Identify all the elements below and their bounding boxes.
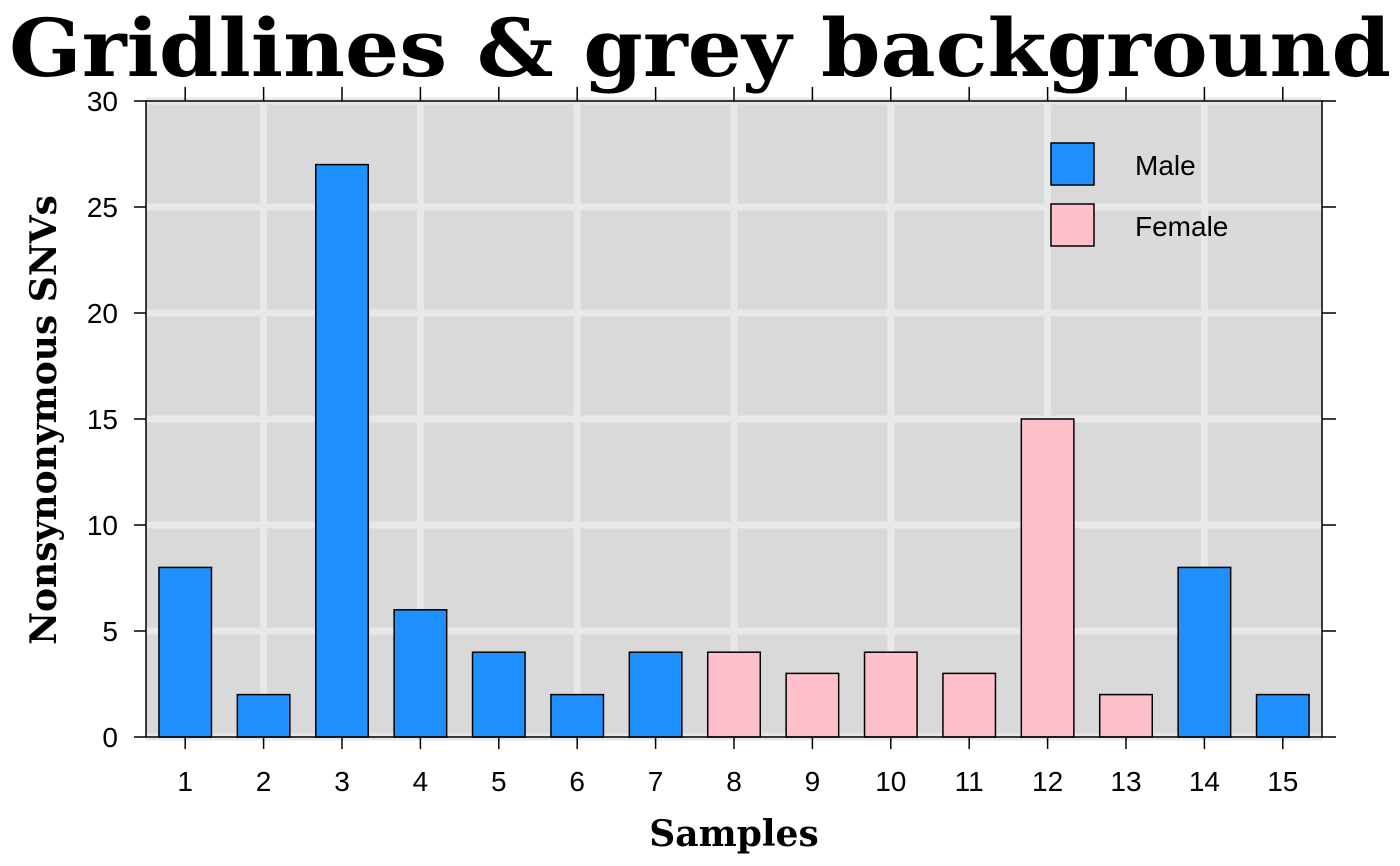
- bar-sample-12: [1020, 418, 1075, 738]
- bar-sample-14: [1177, 566, 1232, 738]
- y-tick-label: 20: [87, 298, 118, 329]
- bar-sample-13: [1098, 693, 1154, 738]
- bar-sample-1: [158, 566, 213, 738]
- x-tick-label: 14: [1189, 766, 1220, 797]
- bar-sample-3: [314, 163, 370, 738]
- x-tick-label: 11: [955, 766, 984, 797]
- bar-sample-2: [236, 693, 291, 738]
- x-tick-label: 15: [1267, 766, 1298, 797]
- legend-label-male: Male: [1135, 150, 1196, 181]
- x-tick-label: 4: [413, 766, 429, 797]
- x-tick-label: 12: [1032, 766, 1063, 797]
- bar-sample-8: [706, 651, 762, 738]
- chart-title: Gridlines & grey background: [9, 1, 1391, 95]
- legend-label-female: Female: [1135, 211, 1228, 242]
- y-tick-label: 0: [102, 722, 118, 753]
- bar-sample-10: [863, 651, 918, 738]
- y-axis: 0 5 10 15 20 25 30: [87, 86, 1336, 753]
- bars: [158, 163, 1310, 738]
- bar-sample-4: [393, 609, 448, 738]
- bar-sample-11: [942, 672, 997, 738]
- bar-sample-15: [1255, 693, 1310, 738]
- y-tick-label: 15: [87, 404, 118, 435]
- y-tick-label: 10: [87, 510, 118, 541]
- y-tick-label: 25: [87, 192, 118, 223]
- x-tick-label: 2: [256, 766, 272, 797]
- bar-sample-9: [785, 672, 840, 738]
- x-axis-title: Samples: [649, 813, 818, 855]
- x-tick-label: 1: [177, 766, 193, 797]
- y-tick-label: 30: [87, 86, 118, 117]
- legend: Male Female: [1050, 142, 1228, 247]
- legend-swatch-male: [1050, 142, 1095, 186]
- legend-swatch-female: [1050, 203, 1095, 247]
- x-tick-label: 7: [648, 766, 664, 797]
- x-tick-label: 5: [491, 766, 507, 797]
- x-axis: 1 2 3 4 5 6 7 8 9 10 11 12 13 14 15: [177, 87, 1298, 797]
- bar-sample-6: [550, 693, 605, 738]
- y-tick-label: 5: [102, 616, 118, 647]
- bar-sample-7: [628, 651, 683, 738]
- x-tick-label: 8: [726, 766, 742, 797]
- bar-sample-5: [471, 651, 526, 738]
- x-tick-label: 10: [875, 766, 906, 797]
- x-tick-label: 6: [569, 766, 585, 797]
- x-tick-label: 9: [805, 766, 821, 797]
- y-axis-title: Nonsynonymous SNVs: [23, 195, 65, 645]
- x-tick-label: 3: [334, 766, 350, 797]
- x-tick-label: 13: [1110, 766, 1141, 797]
